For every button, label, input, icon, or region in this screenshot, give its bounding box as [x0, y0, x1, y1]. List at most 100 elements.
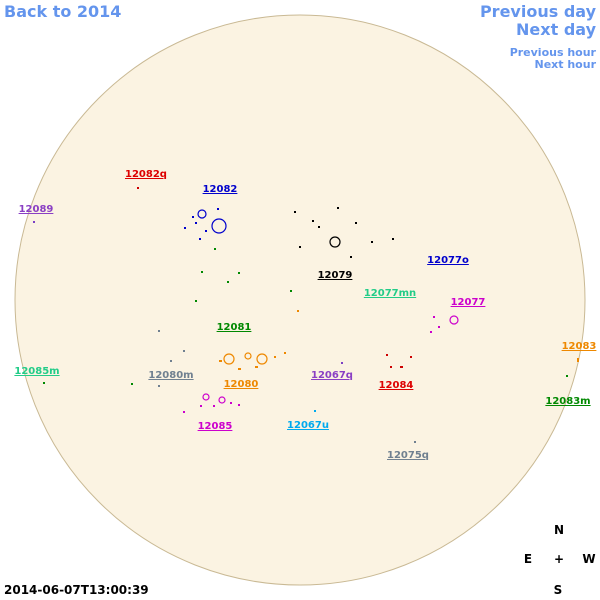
back-link[interactable]: Back to 2014 [4, 2, 121, 21]
sunspot [199, 238, 201, 240]
sunspot [284, 352, 286, 354]
region-label[interactable]: 12075q [387, 450, 429, 461]
sunspot [314, 410, 316, 412]
sunspot [312, 220, 314, 222]
group [43, 248, 568, 385]
sunspot [223, 353, 235, 365]
sunspot [244, 352, 252, 360]
compass-north: N [554, 523, 564, 537]
sunspot [170, 360, 172, 362]
sunspot [400, 366, 403, 368]
region-label[interactable]: 12085m [14, 366, 59, 377]
sunspot [238, 404, 240, 406]
next-hour-link[interactable]: Next hour [535, 58, 597, 71]
sunspot [183, 350, 185, 352]
group [183, 316, 440, 413]
group [219, 310, 579, 370]
sunspot [183, 411, 185, 413]
sunspot [410, 356, 412, 358]
region-label[interactable]: 12067u [287, 420, 329, 431]
sunspot [290, 290, 292, 292]
sunspot [202, 393, 210, 401]
region-label[interactable]: 12067q [311, 370, 353, 381]
sunspot [217, 208, 219, 210]
sunspot [158, 385, 160, 387]
sunspot [433, 316, 435, 318]
region-label[interactable]: 12080m [148, 370, 193, 381]
sunspot [337, 207, 339, 209]
region-label[interactable]: 12084 [379, 380, 414, 391]
compass-east: E [524, 552, 532, 566]
sunspot [449, 315, 459, 325]
sunspot [195, 300, 197, 302]
sunspot [350, 256, 352, 258]
region-label[interactable]: 12077 [451, 297, 486, 308]
sunspot [195, 222, 197, 224]
sunspot [219, 360, 222, 362]
sunspot [33, 221, 35, 223]
group [33, 221, 343, 364]
sunspot [566, 375, 568, 377]
sunspots [33, 187, 579, 443]
sunspot [230, 402, 232, 404]
region-label[interactable]: 12082 [203, 184, 238, 195]
sunspot [297, 310, 299, 312]
region-labels: 12082q 12082 12089 12079 12077o 12077mn … [14, 169, 596, 461]
sunspot [131, 383, 133, 385]
group [184, 208, 219, 240]
sunspot [238, 368, 241, 370]
sunspot [577, 358, 579, 362]
sunspot [158, 330, 160, 332]
sunspot [43, 382, 45, 384]
sunspot [227, 281, 229, 283]
region-label[interactable]: 12083 [562, 341, 597, 352]
sunspot [438, 326, 440, 328]
sunspot [355, 222, 357, 224]
sunspot [200, 405, 202, 407]
group [137, 187, 412, 368]
region-label[interactable]: 12081 [217, 322, 252, 333]
sunspot [392, 238, 394, 240]
timestamp: 2014-06-07T13:00:39 [4, 583, 149, 597]
group [158, 330, 185, 387]
sunspot [137, 187, 139, 189]
sunspot [192, 216, 194, 218]
solar-disk [14, 14, 586, 586]
region-label[interactable]: 12082q [125, 169, 167, 180]
sunspot [255, 366, 258, 368]
previous-day-link[interactable]: Previous day [480, 2, 597, 21]
region-label[interactable]: 12089 [19, 204, 54, 215]
region-label[interactable]: 12079 [318, 270, 353, 281]
sunspot [341, 362, 343, 364]
sunspot [238, 272, 240, 274]
sunspot [390, 366, 392, 368]
sunspot [274, 356, 276, 358]
sunspot [213, 405, 215, 407]
sunspot [256, 353, 268, 365]
sunspot [299, 246, 301, 248]
sunspot [386, 354, 388, 356]
region-label[interactable]: 12085 [198, 421, 233, 432]
previous-hour-link[interactable]: Previous hour [510, 46, 597, 59]
region-label[interactable]: 12077o [427, 255, 469, 266]
sunspot [211, 218, 227, 234]
sunspot [371, 241, 373, 243]
sunspot [205, 230, 207, 232]
sunspot [201, 271, 203, 273]
sunspot [430, 331, 432, 333]
sunspot [318, 226, 320, 228]
sunspot [197, 209, 207, 219]
sunspot [214, 248, 216, 250]
sunspot [218, 396, 226, 404]
compass-south: S [554, 583, 563, 597]
sunspot [294, 211, 296, 213]
region-label[interactable]: 12080 [224, 379, 259, 390]
compass-center: + [554, 552, 564, 566]
compass-west: W [582, 552, 595, 566]
region-label[interactable]: 12077mn [364, 288, 416, 299]
region-label[interactable]: 12083m [545, 396, 590, 407]
sunspot [184, 227, 186, 229]
sunspot [414, 441, 416, 443]
next-day-link[interactable]: Next day [516, 20, 597, 39]
